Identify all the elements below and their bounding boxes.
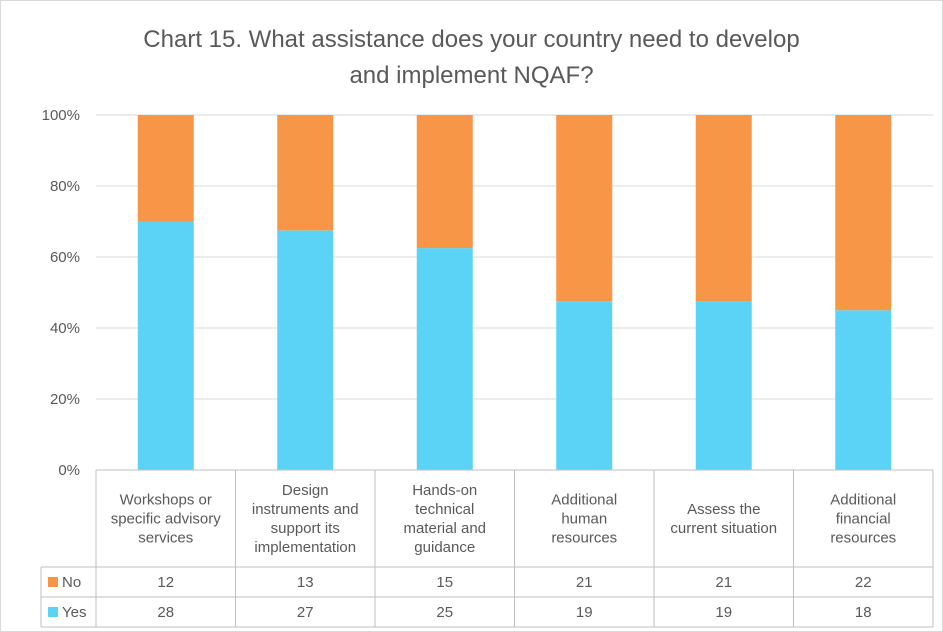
chart-title: Chart 15. What assistance does your coun… [0,22,943,94]
category-label: Additional human resources [551,492,617,547]
y-tick-label: 40% [50,320,80,337]
category-label: Workshops or specific advisory services [111,492,222,547]
table-value: 12 [157,574,174,591]
bar-no [695,115,752,302]
bar-yes [556,301,613,470]
bar-yes [277,230,334,470]
table-value: 28 [157,604,174,621]
table-value: 22 [855,574,872,591]
bar-no [137,115,194,222]
y-tick-label: 100% [42,107,80,124]
category-label: Assess the current situation [670,501,777,537]
table-value: 21 [715,574,732,591]
y-tick-label: 60% [50,249,80,266]
category-label: Additional financial resources [830,492,896,547]
y-tick-label: 0% [58,462,80,479]
chart-title-line-2: and implement NQAF? [349,62,594,89]
table-value: 25 [436,604,453,621]
legend-key-no [48,577,58,587]
table-value: 19 [715,604,732,621]
table-value: 27 [297,604,314,621]
table-value: 15 [436,574,453,591]
bar-no [416,115,473,249]
category-label: Design instruments and support its implemen… [252,482,359,556]
bar-no [835,115,892,311]
legend-key-yes [48,607,58,617]
y-tick-label: 80% [50,178,80,195]
chart-title-line-1: Chart 15. What assistance does your coun… [143,26,800,53]
bar-yes [416,248,473,470]
legend-label-no: No [62,574,81,591]
legend-label-yes: Yes [62,604,86,621]
table-value: 21 [576,574,593,591]
table-value: 13 [297,574,314,591]
category-label: Hands-on technical material and guidance [403,482,486,556]
table-value: 19 [576,604,593,621]
table-value: 18 [855,604,872,621]
bar-yes [137,221,194,470]
y-tick-label: 20% [50,391,80,408]
bar-yes [835,310,892,470]
bar-yes [695,301,752,470]
bar-no [556,115,613,302]
bar-no [277,115,334,231]
